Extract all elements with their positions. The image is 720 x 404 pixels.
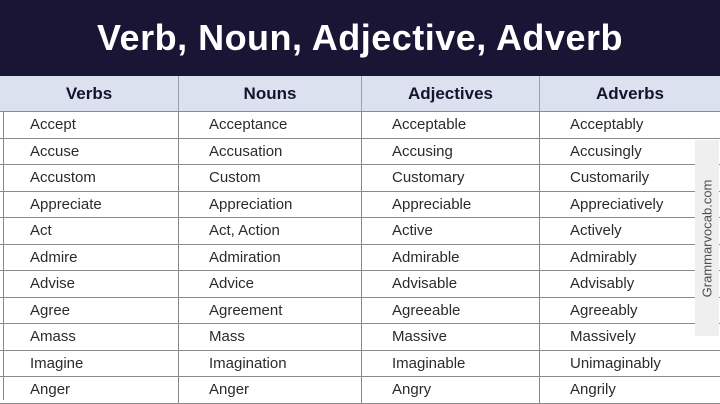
cell-verb: Agree bbox=[0, 297, 179, 323]
table-left-border bbox=[3, 112, 4, 400]
title-bar: Verb, Noun, Adjective, Adverb bbox=[0, 0, 720, 76]
cell-adjective: Advisable bbox=[362, 271, 540, 297]
table-row: Accept Acceptance Acceptable Acceptably bbox=[0, 112, 720, 139]
table-row: Anger Anger Angry Angrily bbox=[0, 377, 720, 404]
table-row: Advise Advice Advisable Advisably bbox=[0, 271, 720, 298]
table-row: Admire Admiration Admirable Admirably bbox=[0, 244, 720, 271]
table-row: Accuse Accusation Accusing Accusingly bbox=[0, 138, 720, 165]
cell-adverb: Unimaginably bbox=[570, 354, 661, 372]
cell-adverb: Advisably bbox=[570, 275, 635, 293]
cell-verb: Amass bbox=[0, 324, 179, 350]
cell-noun: Imagination bbox=[179, 350, 362, 376]
table-header-row: Verbs Nouns Adjectives Adverbs bbox=[0, 76, 720, 112]
cell-adjective: Acceptable bbox=[362, 112, 540, 138]
page-title: Verb, Noun, Adjective, Adverb bbox=[97, 17, 623, 58]
cell-adjective: Active bbox=[362, 218, 540, 244]
cell-noun: Advice bbox=[179, 271, 362, 297]
column-header-nouns: Nouns bbox=[179, 76, 362, 111]
cell-verb: Accept bbox=[0, 112, 179, 138]
cell-verb: Advise bbox=[0, 271, 179, 297]
table-row: Appreciate Appreciation Appreciable Appreci… bbox=[0, 191, 720, 218]
cell-noun: Act, Action bbox=[179, 218, 362, 244]
cell-noun: Appreciation bbox=[179, 191, 362, 217]
cell-adverb: Agreeably bbox=[570, 301, 638, 319]
cell-verb: Accustom bbox=[0, 165, 179, 191]
table-row: Act Act, Action Active Actively bbox=[0, 218, 720, 245]
cell-verb: Admire bbox=[0, 244, 179, 270]
cell-adverb: Appreciatively bbox=[570, 195, 664, 213]
cell-adjective: Admirable bbox=[362, 244, 540, 270]
table-row: Agree Agreement Agreeable Agreeably bbox=[0, 297, 720, 324]
watermark-text: Grammarvocab.com bbox=[699, 179, 715, 297]
cell-adjective: Customary bbox=[362, 165, 540, 191]
cell-adjective: Appreciable bbox=[362, 191, 540, 217]
cell-noun: Custom bbox=[179, 165, 362, 191]
cell-adverb: Customarily bbox=[570, 169, 650, 187]
cell-adverb: Actively bbox=[570, 222, 622, 240]
cell-verb: Act bbox=[0, 218, 179, 244]
cell-noun: Mass bbox=[179, 324, 362, 350]
cell-noun: Anger bbox=[179, 377, 362, 403]
cell-adjective: Agreeable bbox=[362, 297, 540, 323]
cell-adjective: Angry bbox=[362, 377, 540, 403]
cell-verb: Imagine bbox=[0, 350, 179, 376]
cell-adjective: Imaginable bbox=[362, 350, 540, 376]
cell-adverb: Accusingly bbox=[570, 142, 642, 160]
table-row: Amass Mass Massive Massively bbox=[0, 324, 720, 351]
cell-noun: Accusation bbox=[179, 138, 362, 164]
cell-verb: Accuse bbox=[0, 138, 179, 164]
cell-verb: Appreciate bbox=[0, 191, 179, 217]
cell-verb: Anger bbox=[0, 377, 179, 403]
column-header-verbs: Verbs bbox=[0, 76, 179, 111]
cell-adverb: Angrily bbox=[570, 381, 616, 399]
column-header-adjectives: Adjectives bbox=[362, 76, 540, 111]
cell-adjective: Massive bbox=[362, 324, 540, 350]
cell-adjective: Accusing bbox=[362, 138, 540, 164]
cell-adverb: Acceptably bbox=[570, 116, 644, 134]
column-header-adverbs: Adverbs bbox=[595, 83, 665, 103]
cell-adverb: Admirably bbox=[570, 248, 637, 266]
cell-noun: Admiration bbox=[179, 244, 362, 270]
cell-noun: Agreement bbox=[179, 297, 362, 323]
cell-adverb: Massively bbox=[570, 328, 636, 346]
table-body: Accept Acceptance Acceptable Acceptably Accu… bbox=[0, 112, 720, 404]
table-row: Accustom Custom Customary Customarily bbox=[0, 165, 720, 192]
cell-noun: Acceptance bbox=[179, 112, 362, 138]
watermark-strip: Grammarvocab.com bbox=[695, 140, 719, 336]
table-row: Imagine Imagination Imaginable Unimaginably bbox=[0, 350, 720, 377]
